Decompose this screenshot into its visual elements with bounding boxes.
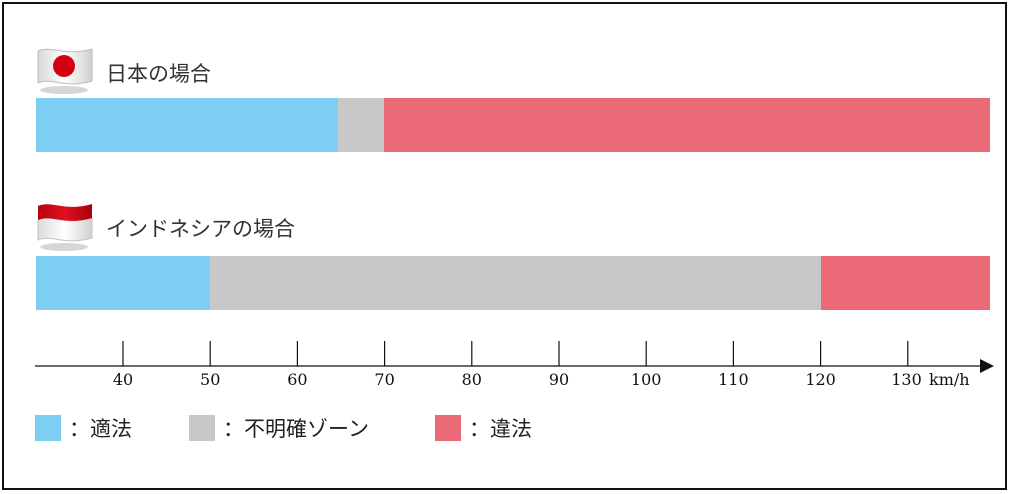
axis-tick-label: 50 bbox=[200, 370, 220, 389]
indonesia-segment-legal bbox=[35, 256, 211, 310]
legend-illegal: ：違法 bbox=[435, 413, 532, 443]
japan-segment-legal bbox=[35, 98, 338, 152]
legend-unclear-label: ：不明確ゾーン bbox=[223, 417, 369, 441]
legend-legal-label: ：適法 bbox=[69, 417, 132, 441]
legend-legal: ：適法 bbox=[35, 413, 132, 443]
axis-tick-label: 80 bbox=[462, 370, 482, 389]
axis-tick-label: 70 bbox=[374, 370, 394, 389]
japan-title: 日本の場合 bbox=[106, 62, 211, 86]
axis-tick-label: 130 bbox=[891, 370, 922, 389]
indonesia-segment-illegal bbox=[820, 256, 990, 310]
legend-legal-swatch bbox=[35, 415, 61, 441]
legend-illegal-label: ：違法 bbox=[469, 417, 532, 441]
axis-tick-label: 110 bbox=[718, 370, 749, 389]
axis-tick-label: 90 bbox=[549, 370, 569, 389]
indonesia-segment-unclear bbox=[210, 256, 821, 310]
axis-unit-label: km/h bbox=[929, 370, 970, 389]
japan-segment-illegal bbox=[383, 98, 990, 152]
axis-tick-label: 120 bbox=[805, 370, 836, 389]
indonesia-flag-icon bbox=[37, 204, 93, 251]
legend-unclear-swatch bbox=[189, 415, 215, 441]
legend-illegal-swatch bbox=[435, 415, 461, 441]
indonesia-title: インドネシアの場合 bbox=[106, 217, 295, 241]
indonesia-bar bbox=[35, 256, 990, 310]
axis-arrow-icon bbox=[980, 359, 994, 373]
japan-segment-unclear bbox=[337, 98, 384, 152]
japan-flag-icon bbox=[37, 48, 93, 94]
japan-bar bbox=[35, 98, 990, 152]
axis-tick-label: 60 bbox=[287, 370, 307, 389]
axis-tick-label: 40 bbox=[113, 370, 133, 389]
speed-axis: 40 50 60 70 80 90 100 110 120 130 km/h bbox=[35, 341, 994, 389]
axis-tick-label: 100 bbox=[631, 370, 662, 389]
legend-unclear: ：不明確ゾーン bbox=[189, 413, 369, 443]
